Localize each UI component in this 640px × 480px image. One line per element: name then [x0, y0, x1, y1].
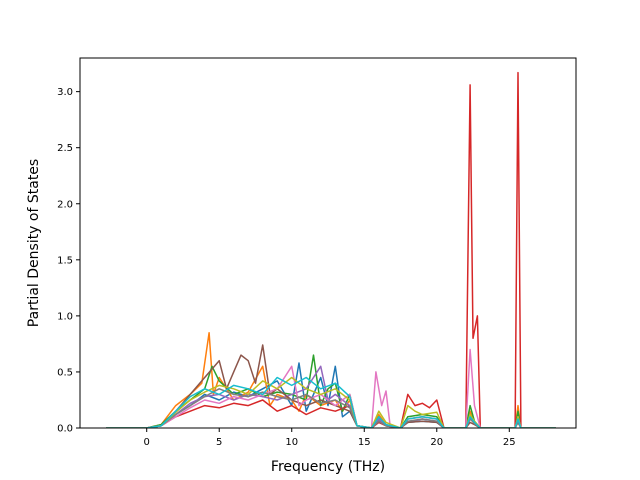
x-tick-label: 5 — [216, 437, 222, 448]
series-line — [106, 354, 556, 428]
y-tick-label: 1.5 — [57, 255, 73, 266]
series-line — [106, 331, 556, 428]
y-tick-label: 3.0 — [57, 87, 73, 98]
x-tick-label: 20 — [430, 437, 443, 448]
x-axis-label: Frequency (THz) — [271, 459, 385, 475]
x-tick-label: 10 — [285, 437, 298, 448]
x-tick-label: 15 — [358, 437, 371, 448]
x-tick-label: 25 — [503, 437, 516, 448]
x-axis: 0 5 10 15 20 25 — [144, 428, 516, 448]
series-line — [106, 376, 556, 428]
x-tick-label: 0 — [144, 437, 150, 448]
y-axis-label: Partial Density of States — [26, 159, 42, 327]
y-tick-label: 2.5 — [57, 143, 73, 154]
plot-frame — [79, 57, 577, 429]
y-tick-label: 2.0 — [57, 199, 73, 210]
y-tick-label: 1.0 — [57, 311, 73, 322]
series-layer — [106, 71, 556, 428]
y-tick-label: 0.5 — [57, 367, 73, 378]
y-axis: 0.0 0.5 1.0 1.5 2.0 2.5 3.0 — [57, 87, 80, 435]
y-tick-label: 0.0 — [57, 424, 73, 435]
